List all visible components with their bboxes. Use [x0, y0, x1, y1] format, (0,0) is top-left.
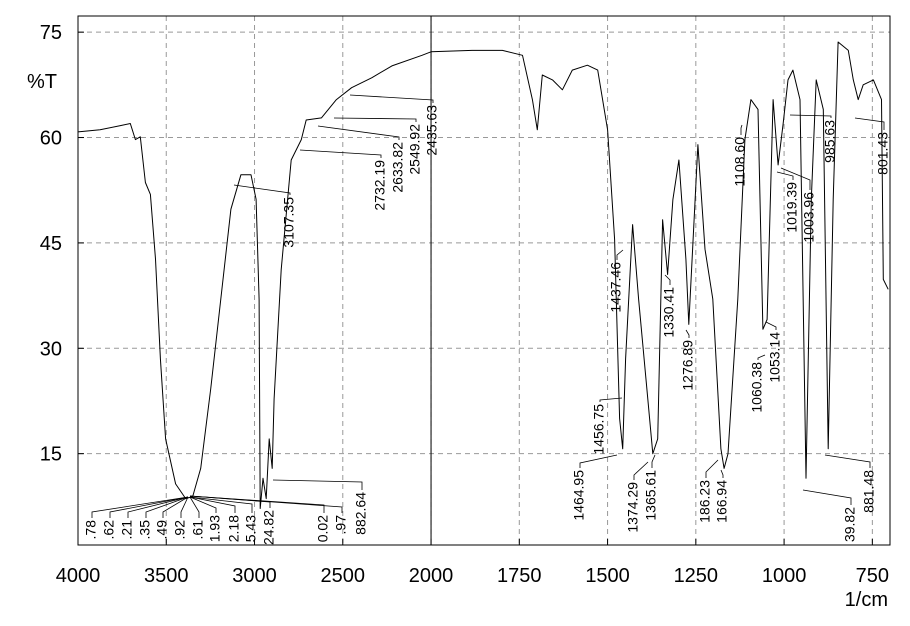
x-tick-label: 3500 — [144, 565, 189, 587]
peak-leader — [145, 496, 189, 518]
peak-label: 186.23 — [697, 480, 713, 523]
peak-leader — [162, 496, 189, 518]
peak-label: .62 — [101, 520, 117, 540]
peak-label: 1053.14 — [767, 332, 783, 383]
peak-label: 1019.39 — [784, 182, 800, 233]
y-tick-label: 75 — [40, 22, 62, 44]
peak-leader — [765, 321, 777, 330]
x-tick-label: 1750 — [497, 565, 542, 587]
spectrum-line — [78, 41, 889, 509]
peak-leader — [757, 354, 766, 360]
peak-leader — [776, 171, 794, 180]
peak-label: .35 — [137, 520, 153, 540]
peak-leader — [189, 496, 236, 513]
peak-label: 5.43 — [243, 515, 259, 542]
peak-leader — [272, 479, 363, 490]
peak-leader — [189, 496, 217, 513]
peak-label: 3107.35 — [281, 197, 297, 248]
x-tick-label: 2500 — [321, 565, 366, 587]
peak-label: 881.48 — [861, 470, 877, 513]
peak-label: .92 — [172, 520, 188, 540]
peak-leader — [317, 125, 400, 140]
peak-label: 39.82 — [842, 507, 858, 542]
peak-label: 1.93 — [207, 515, 223, 542]
peak-leader — [127, 496, 189, 518]
peak-label: 1456.75 — [591, 404, 607, 455]
peak-leader — [705, 459, 719, 478]
x-axis-label: 1/cm — [845, 589, 888, 611]
peak-leader — [664, 274, 671, 285]
peak-leader — [579, 454, 618, 468]
y-tick-label: 45 — [40, 233, 62, 255]
peak-label: 1464.95 — [571, 470, 587, 521]
peak-label: .21 — [119, 520, 135, 540]
peak-label: 0.02 — [315, 515, 331, 542]
peak-leader — [299, 149, 382, 158]
peak-leader — [854, 117, 885, 130]
y-tick-label: 15 — [40, 444, 62, 466]
x-tick-label: 4000 — [56, 565, 101, 587]
peak-label: 1365.61 — [643, 470, 659, 521]
peak-leader — [789, 114, 832, 118]
peak-label: 2435.63 — [424, 105, 440, 156]
y-tick-label: 30 — [40, 338, 62, 360]
peak-label: 24.82 — [261, 510, 277, 545]
peak-leader — [780, 167, 811, 190]
peak-leader — [333, 117, 417, 122]
peak-leader — [189, 496, 253, 513]
peak-label: .49 — [154, 520, 170, 540]
peak-leader — [616, 249, 624, 260]
peak-label: .78 — [83, 520, 99, 540]
peak-label: 1330.41 — [661, 287, 677, 338]
peak-leader — [91, 496, 189, 518]
plot-frame — [77, 15, 891, 546]
x-tick-label: 1000 — [762, 565, 807, 587]
peak-leader — [189, 495, 343, 513]
x-tick-label: 2000 — [409, 565, 454, 587]
peak-label: 2732.19 — [372, 160, 388, 211]
peak-leader — [824, 454, 871, 468]
x-tick-label: 750 — [856, 565, 889, 587]
peak-leader — [720, 469, 724, 478]
peak-leader — [109, 496, 189, 518]
x-tick-label: 1250 — [674, 565, 719, 587]
y-tick-label: 60 — [40, 128, 62, 150]
peak-leader — [802, 489, 852, 505]
peak-label: 1108.60 — [732, 137, 748, 187]
peak-label: 801.43 — [875, 132, 891, 175]
peak-leader — [651, 454, 656, 468]
peak-leader — [740, 124, 743, 135]
peak-leader — [233, 184, 291, 195]
peak-leader — [349, 94, 434, 103]
peak-leader — [633, 461, 649, 480]
peak-label: 2549.92 — [407, 124, 423, 175]
peak-leader — [189, 496, 200, 518]
x-tick-label: 1500 — [585, 565, 630, 587]
peak-label: 985.63 — [822, 120, 838, 163]
peak-label: 1060.38 — [749, 362, 765, 413]
x-tick-label: 3000 — [232, 565, 277, 587]
peak-label: 1276.89 — [680, 340, 696, 391]
peak-leader — [685, 329, 690, 338]
peak-leader — [180, 496, 189, 518]
peak-label: 882.64 — [353, 492, 369, 535]
peak-label: 2633.82 — [390, 142, 406, 193]
peak-leader — [599, 397, 623, 402]
peak-label: .61 — [190, 520, 206, 540]
peak-label: 2.18 — [226, 515, 242, 542]
peak-label: .97 — [333, 515, 349, 535]
y-axis-label: %T — [27, 71, 57, 93]
peak-label: 1003.96 — [801, 192, 817, 243]
peak-label: 1374.29 — [625, 482, 641, 533]
peak-label: 166.94 — [714, 480, 730, 523]
peak-label: 1437.46 — [608, 262, 624, 313]
